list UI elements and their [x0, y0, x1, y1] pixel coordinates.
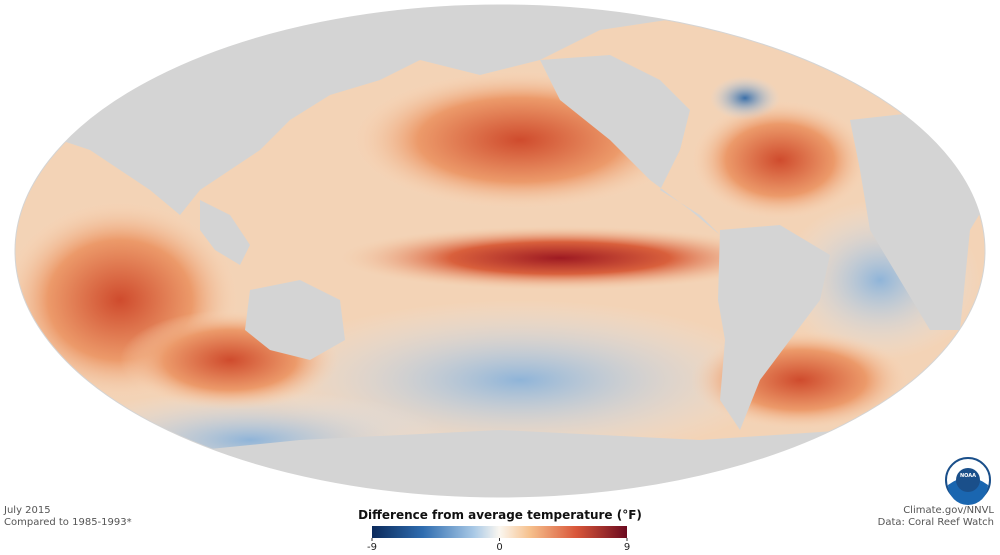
globe-outline [14, 4, 986, 498]
colorbar [372, 526, 627, 538]
baseline-label: Compared to 1985-1993* [4, 517, 132, 528]
date-label: July 2015 [3, 505, 51, 516]
colorbar-ticks: -9 0 9 [367, 538, 630, 553]
data-credit: Data: Coral Reef Watch [878, 517, 994, 528]
colorbar-tick-label: 0 [496, 542, 502, 553]
logo-text: NOAA [960, 473, 976, 479]
colorbar-tick-label: 9 [624, 542, 630, 553]
el-nino-band [340, 226, 780, 290]
cold-spot [710, 76, 780, 120]
colorbar-tick-label: -9 [367, 542, 377, 553]
colorbar-title: Difference from average temperature (°F) [358, 508, 642, 522]
logo-core [956, 468, 980, 492]
noaa-logo: NOAA [945, 457, 991, 505]
warm-region [690, 100, 870, 220]
source-label: Climate.gov/NNVL [903, 505, 994, 516]
